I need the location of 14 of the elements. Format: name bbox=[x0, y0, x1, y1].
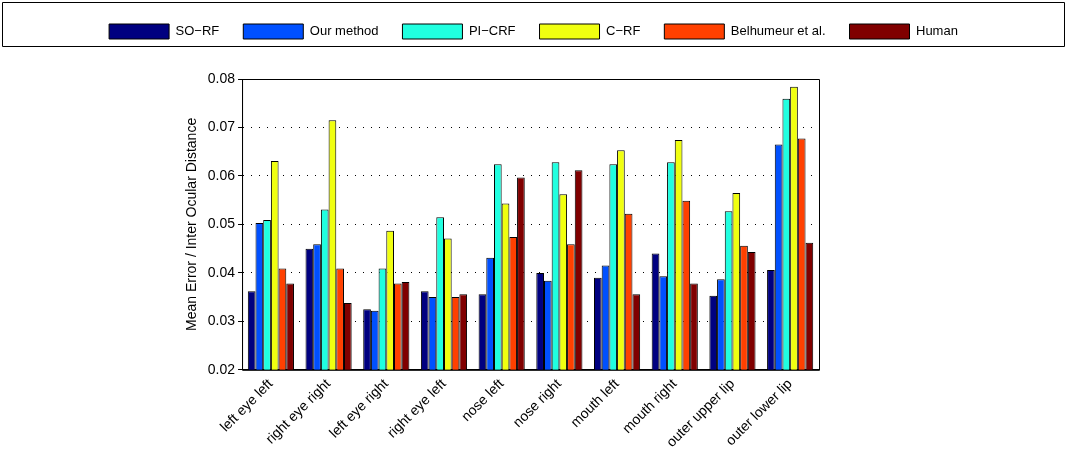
y-tick-label: 0.02 bbox=[207, 360, 236, 377]
y-tick-label: 0.08 bbox=[207, 69, 236, 86]
legend-label: Belhumeur et al. bbox=[730, 23, 826, 39]
legend-label: Human bbox=[916, 23, 958, 39]
y-tick-label: 0.07 bbox=[207, 118, 236, 135]
legend-label: C−RF bbox=[606, 23, 641, 39]
legend-label: Our method bbox=[309, 23, 379, 39]
y-axis-title: Mean Error / Inter Ocular Distance bbox=[183, 117, 200, 332]
y-tick-label: 0.06 bbox=[207, 166, 236, 183]
y-tick-label: 0.05 bbox=[207, 215, 236, 232]
legend-label: SO−RF bbox=[175, 23, 220, 39]
y-tick-label: 0.04 bbox=[207, 263, 236, 280]
legend-label: PI−CRF bbox=[468, 23, 516, 39]
y-tick-label: 0.03 bbox=[207, 312, 236, 329]
